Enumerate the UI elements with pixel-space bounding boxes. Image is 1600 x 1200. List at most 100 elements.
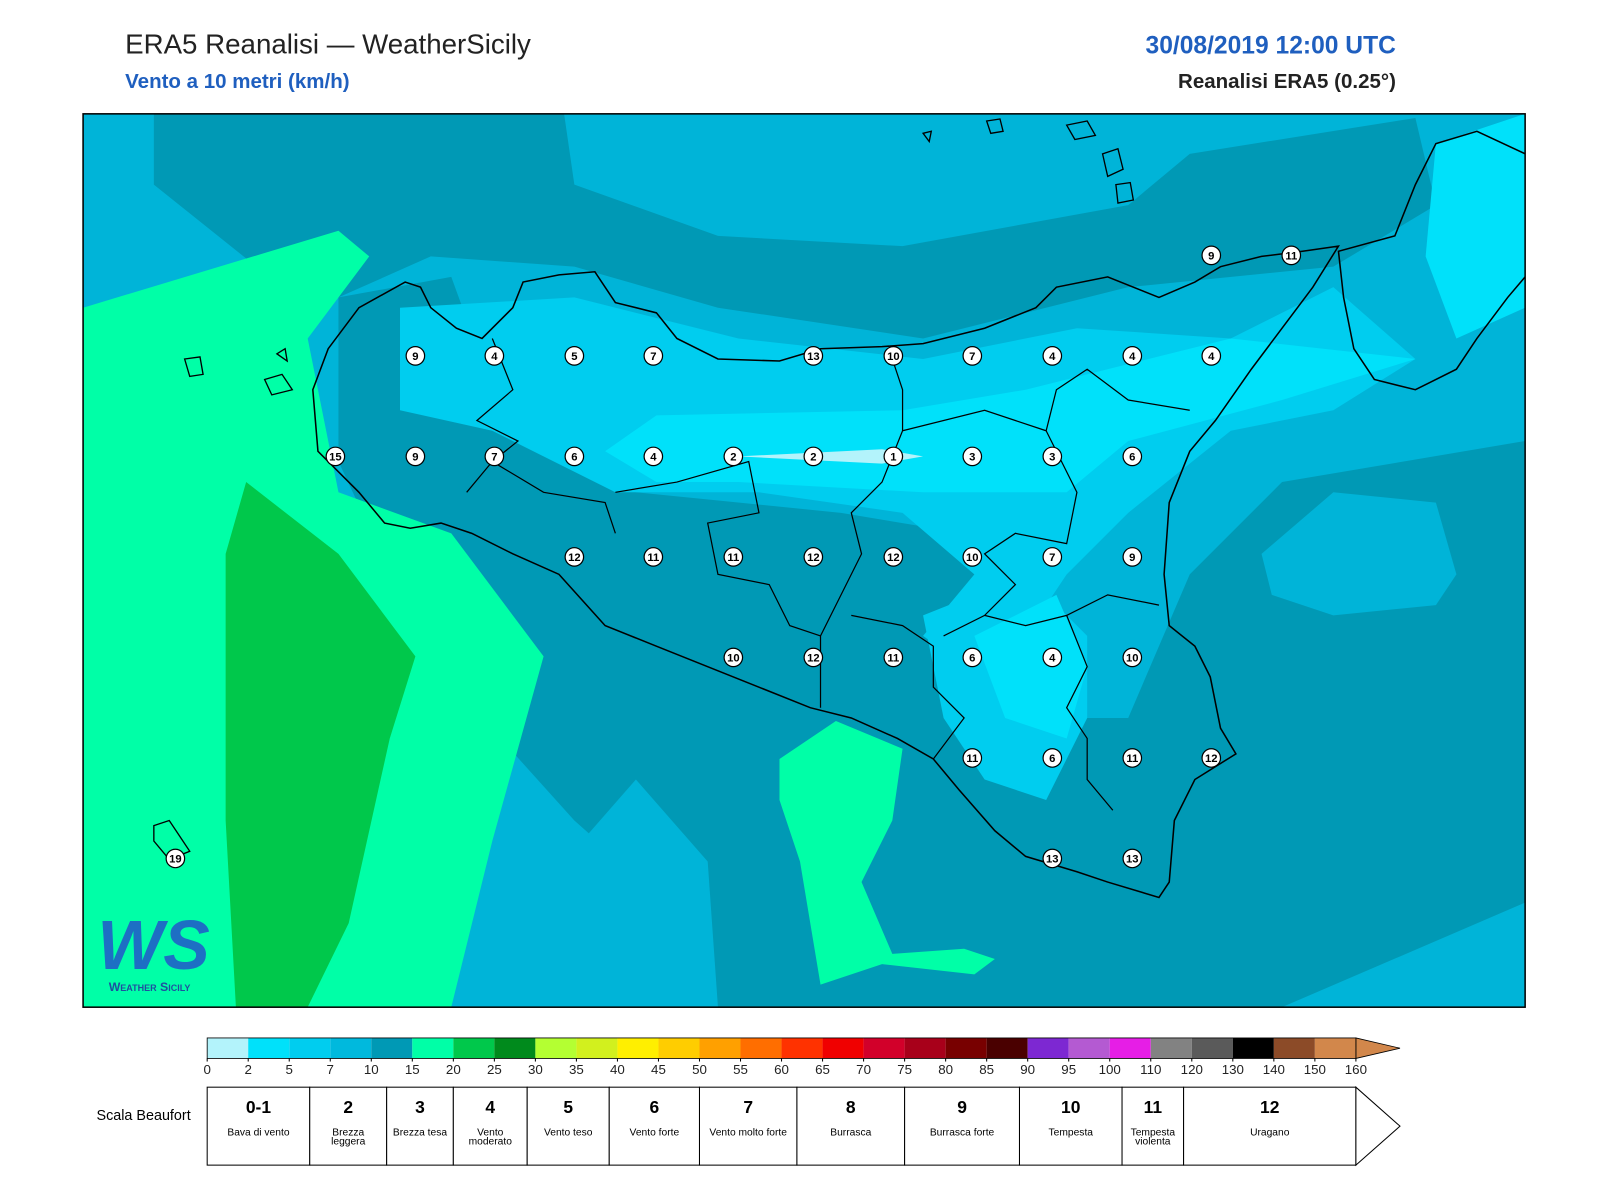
station-marker bbox=[643, 446, 664, 467]
colorbar-tick-label: 70 bbox=[856, 1062, 871, 1077]
color-swatch bbox=[945, 1037, 987, 1059]
beaufort-level: 3 Brezza tesa bbox=[387, 1087, 454, 1165]
beaufort-title-box: Scala Beaufort bbox=[96, 1108, 190, 1122]
field bbox=[1261, 492, 1457, 616]
beaufort-level: 2 Brezza leggera bbox=[310, 1087, 387, 1165]
beaufort-force: 0-1 bbox=[245, 1097, 272, 1117]
beaufort-cell-content: 4 Vento moderato bbox=[469, 1097, 512, 1147]
beaufort-level: 8 Burrasca bbox=[797, 1087, 905, 1165]
station-marker bbox=[962, 346, 983, 366]
station-value: 9 bbox=[412, 351, 418, 363]
color-swatch bbox=[1109, 1037, 1151, 1059]
colorbar-tick-label: 0 bbox=[203, 1062, 210, 1077]
station-marker bbox=[1042, 848, 1063, 869]
station-value: 12 bbox=[887, 552, 900, 564]
station-value: 4 bbox=[1208, 351, 1215, 363]
station-marker bbox=[723, 446, 744, 467]
logo: WS Weather Sicily bbox=[97, 906, 209, 994]
station-value: 13 bbox=[1046, 854, 1059, 866]
station-value: 10 bbox=[1126, 653, 1139, 665]
station-marker bbox=[1042, 346, 1063, 366]
station-marker bbox=[962, 748, 983, 768]
colorbar-tick-label: 5 bbox=[286, 1062, 293, 1077]
station-marker bbox=[803, 647, 824, 668]
colorbar-tick-label: 110 bbox=[1140, 1062, 1161, 1077]
station-value: 6 bbox=[969, 653, 975, 665]
colorbar-tick-label: 120 bbox=[1181, 1062, 1203, 1077]
island bbox=[153, 118, 1135, 861]
station-value: 12 bbox=[807, 653, 820, 665]
colorbar-tick-label: 65 bbox=[815, 1062, 830, 1077]
station-marker bbox=[1042, 647, 1063, 668]
field bbox=[779, 721, 995, 985]
color-swatch bbox=[1273, 1037, 1315, 1059]
station-value: 11 bbox=[727, 552, 739, 564]
station-marker bbox=[564, 547, 585, 567]
station-marker bbox=[1042, 748, 1063, 768]
color-swatch bbox=[822, 1037, 864, 1059]
beaufort-cell-content: 11 Tempesta violenta bbox=[1131, 1097, 1175, 1147]
beaufort-cell bbox=[796, 1086, 906, 1166]
station-value: 13 bbox=[807, 351, 820, 363]
station-marker bbox=[962, 547, 983, 567]
beaufort-cell bbox=[1183, 1086, 1357, 1166]
beaufort-level: 9 Burrasca forte bbox=[905, 1087, 1020, 1165]
beaufort-cell bbox=[608, 1086, 700, 1166]
color-swatch bbox=[453, 1037, 495, 1059]
station-marker bbox=[803, 547, 824, 567]
beaufort-cell-content: 12 Uragano bbox=[1184, 1087, 1356, 1165]
colorbar-tick-label: 85 bbox=[979, 1062, 994, 1077]
station-value: 7 bbox=[491, 452, 497, 464]
field bbox=[738, 449, 924, 464]
beaufort-label: Brezza leggera bbox=[331, 1127, 366, 1148]
field bbox=[1425, 113, 1526, 339]
beaufort-cell-content: 10 Tempesta bbox=[1048, 1097, 1093, 1139]
station-value: 12 bbox=[807, 552, 820, 564]
color-swatch bbox=[535, 1037, 577, 1059]
station-marker bbox=[165, 848, 186, 869]
beaufort-cell-content: 6 Vento forte bbox=[629, 1097, 680, 1139]
beaufort-cell bbox=[1018, 1086, 1123, 1166]
station-value: 12 bbox=[1205, 753, 1218, 765]
beaufort-arrow bbox=[1355, 1086, 1401, 1167]
beaufort-label: Vento molto forte bbox=[709, 1127, 787, 1139]
station-marker bbox=[1122, 547, 1143, 567]
source: Reanalisi ERA5 (0.25°) bbox=[1178, 70, 1396, 93]
colorbar-tick-label: 150 bbox=[1304, 1062, 1326, 1077]
beaufort-cell bbox=[698, 1086, 798, 1166]
station-value: 6 bbox=[1129, 452, 1135, 464]
beaufort-scale: 0-1 Bava di vento 2 Brezza leggera 3 Brezza t… bbox=[206, 1086, 1401, 1167]
colorbar: 0 2 5 7 10 15 20 25 30 35 40 45 50 55 60 65 70 75 80 85 90 95… bbox=[203, 1037, 1401, 1077]
beaufort-force: 11 bbox=[1143, 1097, 1163, 1117]
station-value: 4 bbox=[1129, 351, 1136, 363]
station-value: 15 bbox=[329, 452, 342, 464]
colorbar-tick-label: 130 bbox=[1222, 1062, 1244, 1077]
color-swatch bbox=[1068, 1037, 1110, 1059]
colorbar-tick-label: 60 bbox=[774, 1062, 789, 1077]
beaufort-cell-content: 7 Vento molto forte bbox=[709, 1097, 787, 1139]
beaufort-force: 3 bbox=[415, 1097, 425, 1117]
color-swatch bbox=[207, 1037, 249, 1059]
station-value: 7 bbox=[1049, 552, 1055, 564]
map: 9 119 4 5 7 13 10 7 4 4 415 9 7 6 4 2 2 1 3 3 612 11 11 12 12 10 7… bbox=[83, 113, 1526, 1008]
station-value: 6 bbox=[1049, 753, 1055, 765]
station-value: 19 bbox=[169, 854, 182, 866]
station-value: 4 bbox=[650, 452, 657, 464]
beaufort-label: Bava di vento bbox=[227, 1127, 290, 1139]
beaufort-force: 2 bbox=[343, 1097, 354, 1117]
beaufort-label: Vento forte bbox=[629, 1127, 680, 1139]
beaufort-label: Tempesta bbox=[1048, 1127, 1093, 1139]
colorbar-tick-label: 160 bbox=[1345, 1062, 1367, 1077]
station-marker bbox=[405, 346, 426, 366]
station-value: 4 bbox=[1049, 653, 1056, 665]
color-swatch bbox=[658, 1037, 700, 1059]
beaufort-cell bbox=[386, 1086, 454, 1166]
station-marker bbox=[1122, 848, 1143, 869]
beaufort-cell-content: 2 Brezza leggera bbox=[310, 1087, 387, 1165]
color-arrow bbox=[1355, 1037, 1401, 1059]
color-swatch bbox=[904, 1037, 946, 1059]
beaufort-level: 12 Uragano bbox=[1184, 1087, 1356, 1165]
beaufort-cell-content: 5 Vento teso bbox=[544, 1097, 592, 1138]
beaufort-cell-content: 8 Burrasca bbox=[797, 1087, 905, 1165]
station-marker bbox=[1281, 245, 1302, 266]
